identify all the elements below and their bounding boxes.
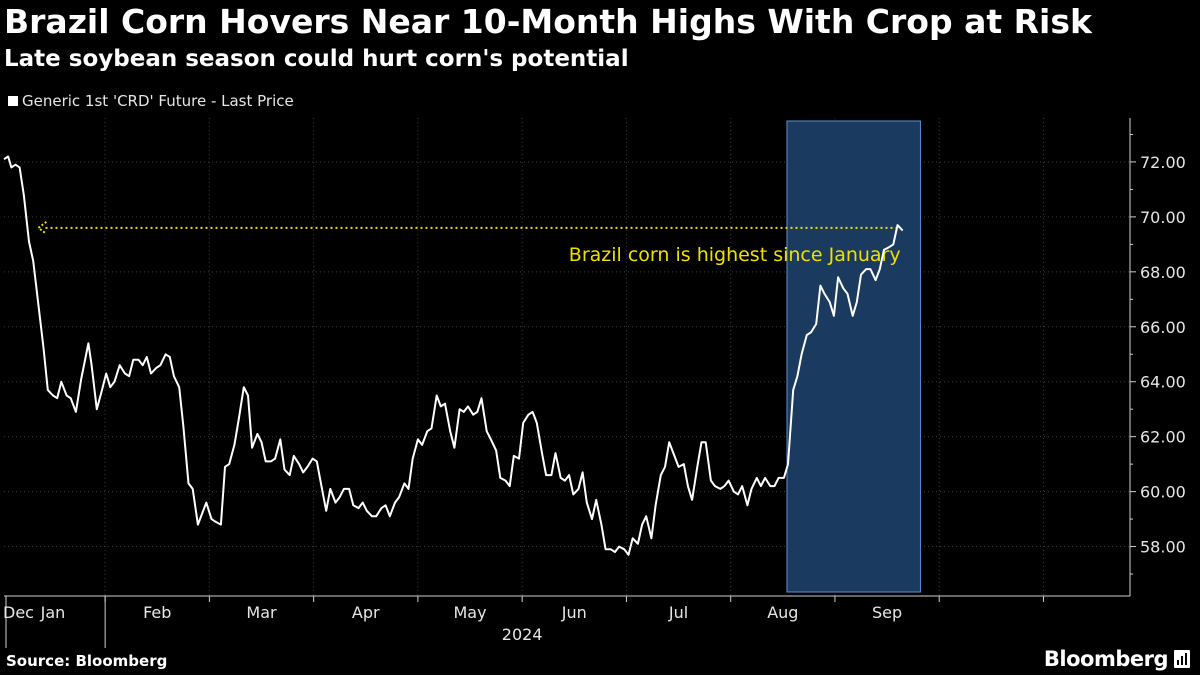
x-tick-label: Jun — [561, 603, 587, 622]
brand-name: Bloomberg — [1043, 647, 1169, 671]
y-tick-label: 64.00 — [1140, 373, 1186, 392]
line-layer — [3, 155, 904, 556]
y-tick-label: 70.00 — [1140, 208, 1186, 227]
chart-title: Brazil Corn Hovers Near 10-Month Highs W… — [4, 2, 1092, 41]
chart-subtitle: Late soybean season could hurt corn's po… — [4, 46, 629, 72]
legend-swatch — [8, 96, 18, 106]
x-tick-label: Sep — [872, 603, 902, 622]
x-tick-label: Apr — [352, 603, 380, 622]
highlight-layer — [786, 120, 921, 593]
x-year-label: 2024 — [502, 625, 543, 644]
y-tick-label: 66.00 — [1140, 318, 1186, 337]
x-tick-label: Jul — [668, 603, 688, 622]
highlight-region — [786, 120, 921, 593]
annotation-layer: Brazil corn is highest since January — [36, 221, 901, 266]
x-tick-label: Feb — [143, 603, 171, 622]
legend: Generic 1st 'CRD' Future - Last Price — [8, 92, 294, 110]
axis-layer: 58.00 60.00 62.00 64.00 66.00 68.00 70.00 72.00… — [3, 118, 1186, 648]
y-tick-label: 60.00 — [1140, 483, 1186, 502]
annotation-label: Brazil corn is highest since January — [569, 244, 901, 266]
y-tick-label: 58.00 — [1140, 538, 1186, 557]
x-tick-label: Mar — [246, 603, 277, 622]
y-tick-label: 68.00 — [1140, 263, 1186, 282]
source-note: Source: Bloomberg — [6, 652, 168, 670]
x-tick-label: Dec — [3, 603, 34, 622]
grid-layer — [4, 118, 1130, 596]
bloomberg-logo-icon — [1174, 650, 1190, 668]
x-tick-label: Jan — [40, 603, 66, 622]
x-tick-label: May — [453, 603, 486, 622]
x-tick-label: Aug — [767, 603, 798, 622]
y-tick-label: 72.00 — [1140, 153, 1186, 172]
price-series-line — [3, 155, 904, 556]
annotation-arrow-head — [36, 221, 48, 235]
y-tick-label: 62.00 — [1140, 428, 1186, 447]
brand: Bloomberg — [1044, 647, 1190, 671]
legend-label: Generic 1st 'CRD' Future - Last Price — [22, 92, 294, 110]
